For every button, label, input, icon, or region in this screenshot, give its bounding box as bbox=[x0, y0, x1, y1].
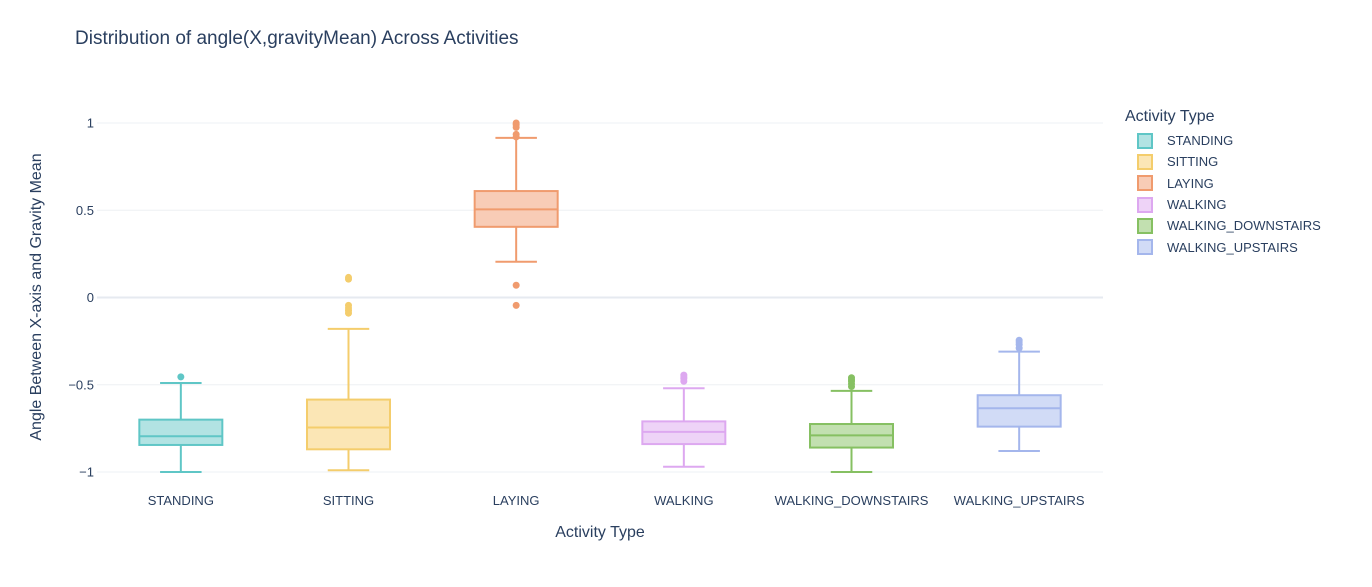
box-laying[interactable] bbox=[473, 119, 559, 309]
outlier-point bbox=[512, 301, 520, 309]
legend-swatch bbox=[1137, 132, 1153, 149]
legend-item-walking-upstairs[interactable]: WALKING_UPSTAIRS bbox=[1125, 236, 1321, 257]
iqr-box bbox=[138, 418, 224, 446]
outlier-point bbox=[680, 371, 688, 379]
y-tick-label: −1 bbox=[79, 465, 94, 480]
legend-swatch bbox=[1137, 239, 1153, 256]
y-axis-title: Angle Between X-axis and Gravity Mean bbox=[28, 153, 45, 440]
legend-item-walking-downstairs[interactable]: WALKING_DOWNSTAIRS bbox=[1125, 215, 1321, 236]
y-tick-labels: 1 0.5 0 −0.5 −1 bbox=[68, 116, 94, 480]
outlier-point bbox=[512, 281, 520, 289]
box-standing[interactable] bbox=[138, 373, 224, 473]
legend-item-sitting[interactable]: SITTING bbox=[1125, 151, 1321, 172]
legend-label: LAYING bbox=[1167, 175, 1214, 191]
legend-swatch bbox=[1137, 196, 1153, 213]
legend-swatch bbox=[1137, 217, 1153, 234]
box-walking[interactable] bbox=[641, 371, 727, 468]
legend-label: WALKING_UPSTAIRS bbox=[1167, 239, 1298, 255]
y-tick-label: 1 bbox=[87, 116, 94, 131]
x-tick-label: WALKING_DOWNSTAIRS bbox=[775, 493, 929, 508]
outlier-point bbox=[1015, 336, 1023, 344]
boxes bbox=[138, 119, 1062, 473]
outlier-point bbox=[177, 373, 185, 381]
box-sitting[interactable] bbox=[306, 273, 391, 472]
x-tick-label: SITTING bbox=[323, 493, 374, 508]
x-tick-label: STANDING bbox=[148, 493, 214, 508]
outlier-point bbox=[512, 130, 520, 138]
outlier-point bbox=[512, 119, 520, 127]
iqr-box bbox=[306, 398, 391, 451]
legend-items: STANDING SITTING LAYING WALKING WALKING_DOWN… bbox=[1125, 130, 1321, 258]
legend: Activity Type STANDING SITTING LAYING WALKI… bbox=[1125, 108, 1321, 258]
gridlines bbox=[97, 122, 1103, 473]
legend-item-laying[interactable]: LAYING bbox=[1125, 173, 1321, 194]
legend-label: WALKING bbox=[1167, 197, 1227, 213]
x-tick-label: WALKING bbox=[654, 493, 713, 508]
legend-label: SITTING bbox=[1167, 154, 1219, 170]
outlier-point bbox=[345, 273, 352, 281]
x-tick-labels: STANDING SITTING LAYING WALKING WALKING_DOWN… bbox=[148, 493, 1085, 508]
y-tick-label: 0.5 bbox=[76, 203, 94, 218]
legend-item-standing[interactable]: STANDING bbox=[1125, 130, 1321, 151]
legend-title: Activity Type bbox=[1125, 108, 1215, 125]
outlier-point bbox=[345, 301, 352, 309]
legend-label: WALKING_DOWNSTAIRS bbox=[1167, 218, 1321, 234]
x-axis-title: Activity Type bbox=[555, 524, 645, 541]
legend-swatch bbox=[1137, 175, 1153, 192]
y-tick-label: −0.5 bbox=[68, 377, 94, 392]
outlier-point bbox=[848, 374, 855, 382]
y-tick-label: 0 bbox=[87, 290, 94, 305]
legend-label: STANDING bbox=[1167, 133, 1234, 149]
legend-item-walking[interactable]: WALKING bbox=[1125, 194, 1321, 215]
iqr-box bbox=[976, 394, 1062, 428]
x-tick-label: LAYING bbox=[493, 493, 540, 508]
chart-title: Distribution of angle(X,gravityMean) Acr… bbox=[75, 28, 519, 49]
box-walking-upstairs[interactable] bbox=[976, 336, 1062, 453]
x-tick-label: WALKING_UPSTAIRS bbox=[954, 493, 1085, 508]
legend-swatch bbox=[1137, 153, 1153, 170]
box-walking-downstairs[interactable] bbox=[809, 374, 894, 473]
